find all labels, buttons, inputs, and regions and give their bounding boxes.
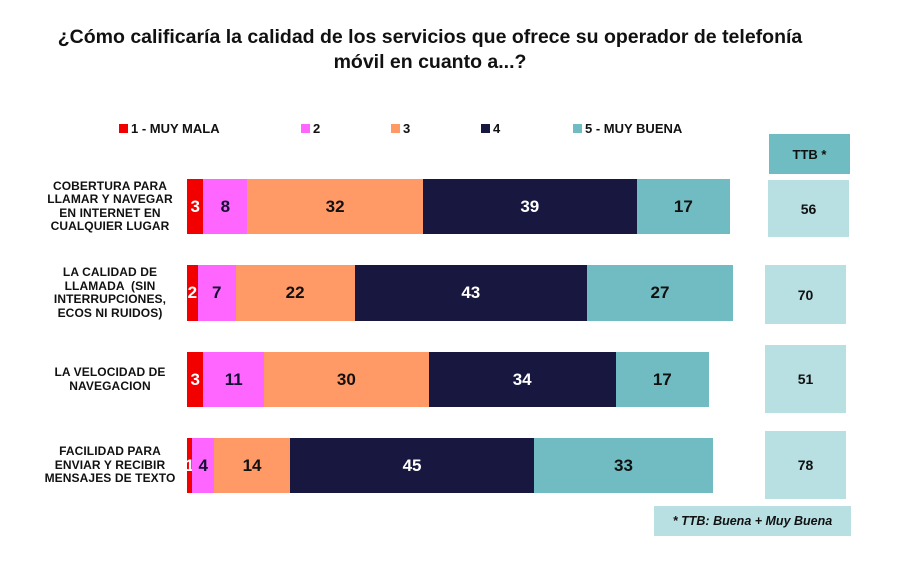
data-label: 3	[190, 369, 200, 389]
bar-segment: 11	[203, 352, 264, 407]
ttb-value-box: 51	[765, 345, 846, 413]
legend-swatch	[119, 124, 128, 133]
legend: 1 - MUY MALA 2 3 4 5 - MUY BUENA	[0, 121, 924, 139]
bar-segment: 14	[214, 438, 291, 493]
category-label: FACILIDAD PARA ENVIAR Y RECIBIR MENSAJES D…	[44, 444, 176, 486]
data-label: 2	[187, 283, 198, 302]
bar-segment: 3	[187, 352, 204, 407]
bar-segment: 3	[187, 179, 204, 234]
bar-segment: 45	[290, 438, 535, 493]
data-label: 43	[461, 283, 481, 302]
legend-label: 3	[403, 121, 411, 136]
chart-title-text: ¿Cómo calificaría la calidad de los serv…	[57, 26, 803, 73]
legend-label: 5 - MUY BUENA	[585, 121, 683, 136]
stacked-bar: 1 4 14 45 33	[184, 438, 713, 493]
legend-label: 1 - MUY MALA	[131, 121, 220, 136]
legend-swatch	[391, 124, 400, 133]
data-label: 39	[520, 196, 540, 216]
bar-segment: 27	[587, 265, 733, 321]
bar-segment: 17	[636, 179, 730, 234]
chart-title: ¿Cómo calificaría la calidad de los serv…	[40, 25, 820, 75]
bar-segment: 4	[192, 438, 215, 493]
data-label: 34	[512, 369, 532, 389]
ttb-header: TTB *	[769, 134, 850, 174]
legend-swatch	[573, 124, 582, 133]
data-label: 22	[285, 283, 305, 302]
legend-swatch	[301, 124, 310, 133]
ttb-value-box: 70	[765, 265, 846, 324]
legend-swatch	[481, 124, 490, 133]
stacked-bar: 3 8 32 39 17	[187, 179, 730, 234]
legend-item: 2	[301, 121, 320, 136]
data-label: 8	[220, 196, 231, 216]
data-label: 3	[190, 196, 200, 216]
data-label: 33	[614, 455, 633, 475]
data-label: 32	[325, 196, 345, 216]
bar-segment: 34	[428, 352, 616, 407]
ttb-value: 70	[797, 286, 814, 303]
bar-segment: 30	[263, 352, 429, 407]
bar-segment: 17	[615, 352, 709, 407]
ttb-value: 51	[797, 371, 814, 387]
legend-item: 5 - MUY BUENA	[573, 121, 682, 136]
stacked-bar: 2 7 22 43 27	[187, 265, 733, 321]
data-label: 17	[673, 196, 693, 216]
data-label: 30	[336, 369, 356, 389]
stacked-bar: 3 11 30 34 17	[187, 352, 709, 407]
data-label: 1	[184, 455, 195, 475]
data-label: 45	[402, 455, 422, 475]
bar-segment: 22	[235, 265, 355, 321]
category-label: COBERTURA PARA LLAMAR Y NAVEGAR EN INTERNE…	[47, 178, 173, 233]
legend-label: 2	[313, 121, 321, 136]
ttb-value-box: 78	[765, 431, 846, 499]
data-label: 7	[211, 283, 222, 302]
bar-segment: 32	[247, 179, 423, 234]
bar-segment: 7	[197, 265, 236, 321]
bar-segment: 39	[422, 179, 637, 234]
data-label: 11	[224, 369, 243, 389]
data-label: 14	[242, 455, 262, 475]
footnote: * TTB: Buena + Muy Buena	[654, 506, 851, 536]
ttb-value: 56	[800, 200, 817, 217]
data-label: 17	[652, 369, 672, 389]
bar-segment: 8	[203, 179, 248, 234]
category-label: LA VELOCIDAD DE NAVEGACION	[54, 365, 166, 393]
data-label: 4	[198, 455, 208, 475]
bar-segment: 2	[187, 265, 198, 321]
ttb-value: 78	[797, 457, 814, 473]
category-label: LA CALIDAD DE LLAMADA (SIN INTERRUPCIONES,…	[53, 265, 167, 320]
legend-label: 4	[493, 121, 501, 136]
bar-segment: 1	[184, 438, 195, 493]
bar-segment: 33	[534, 438, 713, 493]
legend-item: 1 - MUY MALA	[119, 121, 220, 136]
ttb-header-text: TTB *	[792, 146, 827, 162]
legend-item: 3	[391, 121, 410, 136]
ttb-value-box: 56	[768, 180, 849, 237]
data-label: 27	[650, 283, 670, 302]
bar-segment: 43	[354, 265, 588, 321]
footnote-text: * TTB: Buena + Muy Buena	[672, 514, 833, 528]
legend-item: 4	[481, 121, 500, 136]
